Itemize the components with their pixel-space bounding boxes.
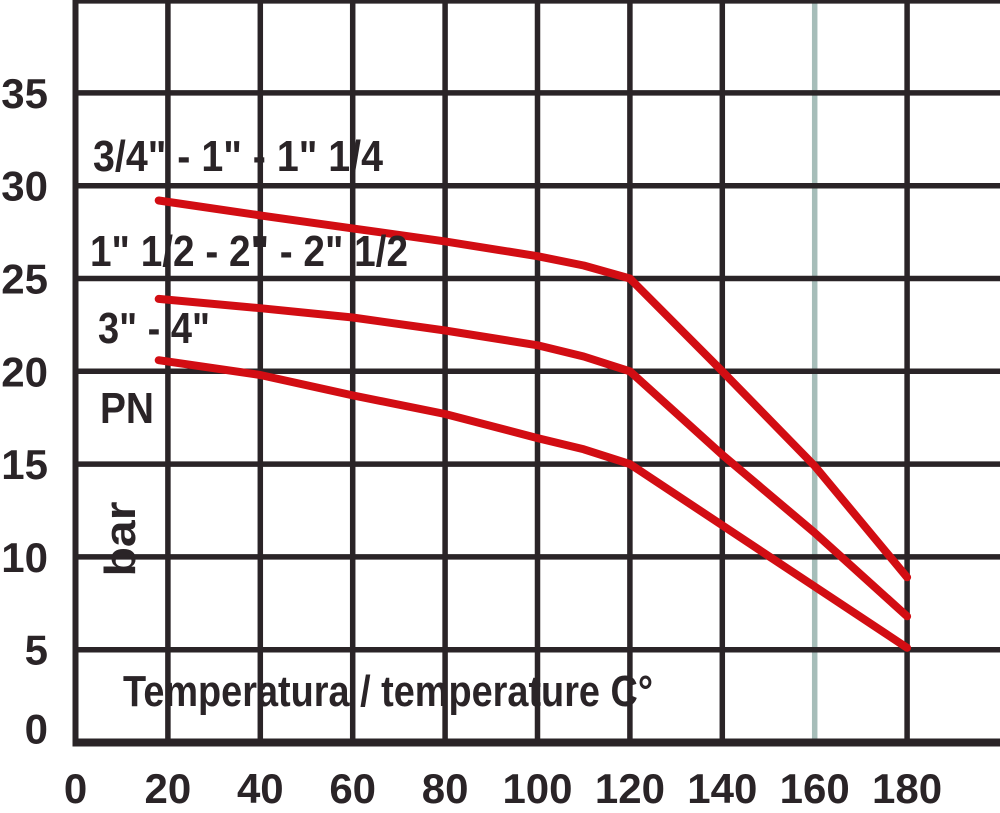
y-tick-label: 25 [1,256,48,303]
x-tick-label: 140 [687,765,757,812]
x-tick-label: 180 [872,765,942,812]
x-tick-label: 120 [595,765,665,812]
curve-size-label-2: 3" - 4" [98,304,210,353]
x-tick-label: 0 [64,765,87,812]
curve-size-label-1: 1" 1/2 - 2" - 2" 1/2 [90,227,408,276]
x-axis-label: Temperatura / temperature C° [123,667,653,716]
x-tick-label: 80 [422,765,469,812]
y-axis-label-pn: PN [100,384,154,433]
x-tick-label: 20 [145,765,192,812]
rating-curve-1 [154,294,912,621]
curve-size-label-0: 3/4" - 1" - 1" 1/4 [93,132,383,181]
y-axis-label-bar: bar [96,502,145,577]
y-tick-label: 5 [25,627,48,674]
x-tick-label: 40 [237,765,284,812]
y-tick-label: 30 [1,163,48,210]
y-tick-label: 20 [1,348,48,395]
x-tick-label: 100 [502,765,572,812]
x-tick-label: 160 [780,765,850,812]
y-tick-label: 10 [1,534,48,581]
rating-curve-0 [154,196,912,582]
y-tick-label: 15 [1,441,48,488]
x-tick-label: 60 [329,765,376,812]
y-tick-label: 0 [25,706,48,753]
rating-curve-2 [154,356,912,652]
y-tick-label: 35 [1,70,48,117]
